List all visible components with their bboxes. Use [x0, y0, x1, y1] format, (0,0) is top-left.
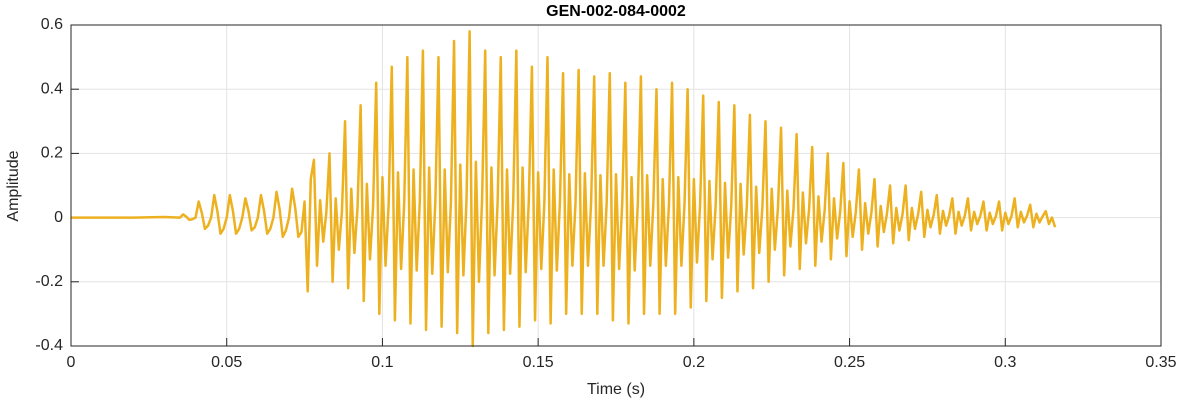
y-tick-label: -0.2 [35, 273, 63, 290]
x-tick-label: 0.25 [834, 354, 865, 371]
x-tick-label: 0.1 [371, 354, 393, 371]
y-tick-label: -0.4 [35, 337, 63, 354]
waveform-line [71, 30, 1057, 348]
y-tick-label: 0 [54, 209, 63, 226]
y-tick-label: 0.6 [41, 16, 63, 33]
x-tick-label: 0.3 [994, 354, 1016, 371]
x-tick-label: 0.35 [1145, 354, 1176, 371]
x-tick-label: 0.2 [683, 354, 705, 371]
chart-title: GEN-002-084-0002 [546, 3, 686, 20]
x-tick-label: 0 [67, 354, 76, 371]
x-tick-label: 0.05 [211, 354, 242, 371]
y-tick-label: 0.2 [41, 145, 63, 162]
x-axis-label: Time (s) [587, 381, 645, 398]
x-tick-label: 0.15 [523, 354, 554, 371]
plot-frame [70, 24, 1162, 347]
y-tick-label: 0.4 [41, 80, 63, 97]
y-axis-label: Amplitude [5, 150, 22, 221]
